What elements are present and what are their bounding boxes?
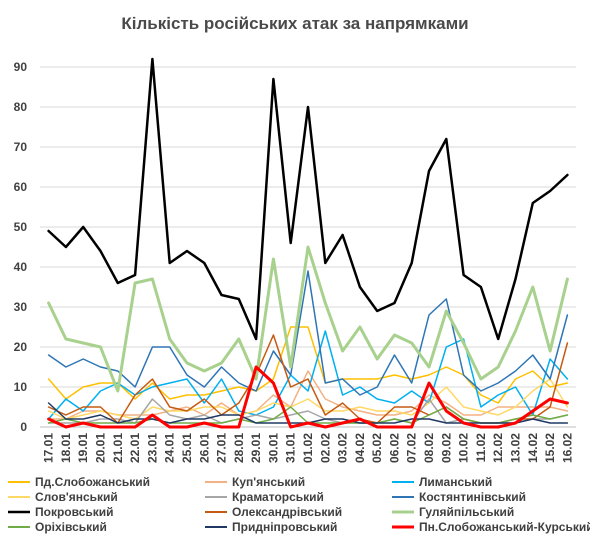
x-tick-label: 15.02 xyxy=(543,433,557,463)
legend-label-5: Костянтинівський xyxy=(419,490,526,504)
x-tick-label: 07.02 xyxy=(405,433,419,463)
x-tick-label: 05.02 xyxy=(370,433,384,463)
x-tick-label: 24.01 xyxy=(163,433,177,463)
y-tick-label: 30 xyxy=(14,300,28,314)
x-tick-label: 13.02 xyxy=(508,433,522,463)
series-line-0 xyxy=(47,326,569,404)
x-tick-label: 14.02 xyxy=(526,433,540,463)
x-tick-label: 01.02 xyxy=(301,433,315,463)
x-tick-label: 29.01 xyxy=(249,433,263,463)
series-lines xyxy=(47,57,569,429)
legend-label-6: Покровський xyxy=(35,505,114,519)
y-tick-label: 80 xyxy=(14,100,28,114)
legend-label-3: Слов'янський xyxy=(35,490,118,504)
x-axis: 17.01 18.01 19.01 20.01 21.01 22.01 23.01 24.01… xyxy=(40,426,576,463)
y-axis: 0 10 20 30 40 50 60 70 80 90 xyxy=(14,60,28,434)
chart-title: Кількість російських атак за напрямками xyxy=(121,14,468,33)
x-tick-label: 21.01 xyxy=(111,433,125,463)
legend-label-0: Пд.Слобожанський xyxy=(35,475,150,489)
x-tick-label: 28.01 xyxy=(232,433,246,463)
x-tick-label: 02.02 xyxy=(318,433,332,463)
series-line-11 xyxy=(47,365,569,429)
legend-label-1: Куп'янський xyxy=(232,475,305,489)
series-line-6 xyxy=(47,57,569,341)
x-tick-label: 16.02 xyxy=(560,433,574,463)
legend-label-11: Пн.Слобожанський-Курський xyxy=(419,520,590,534)
series-line-1 xyxy=(47,370,569,420)
x-tick-label: 04.02 xyxy=(353,433,367,463)
y-tick-label: 40 xyxy=(14,260,28,274)
x-tick-label: 20.01 xyxy=(94,433,108,463)
legend-label-9: Оріхівський xyxy=(35,520,107,534)
x-tick-label: 03.02 xyxy=(336,433,350,463)
x-tick-label: 26.01 xyxy=(197,433,211,463)
x-tick-label: 22.01 xyxy=(128,433,142,463)
x-tick-label: 08.02 xyxy=(422,433,436,463)
y-tick-label: 10 xyxy=(14,380,28,394)
x-tick-label: 19.01 xyxy=(76,433,90,463)
x-tick-label: 30.01 xyxy=(266,433,280,463)
y-tick-label: 70 xyxy=(14,140,28,154)
series-line-8 xyxy=(47,245,569,393)
y-tick-label: 60 xyxy=(14,180,28,194)
legend-label-7: Олександрівський xyxy=(232,505,342,519)
legend-label-8: Гуляйпільський xyxy=(419,505,514,519)
x-tick-label: 12.02 xyxy=(491,433,505,463)
x-tick-label: 11.02 xyxy=(474,433,488,463)
legend-label-4: Краматорський xyxy=(232,490,324,504)
y-tick-label: 0 xyxy=(20,420,27,434)
legend: Пд.Слобожанський Куп'янський Лиманський Сло… xyxy=(8,475,590,534)
x-tick-label: 09.02 xyxy=(439,433,453,463)
y-tick-label: 20 xyxy=(14,340,28,354)
x-tick-label: 17.01 xyxy=(42,433,56,463)
series-line-5 xyxy=(47,270,569,396)
x-tick-label: 06.02 xyxy=(387,433,401,463)
legend-label-2: Лиманський xyxy=(419,475,492,489)
y-tick-label: 90 xyxy=(14,60,28,74)
y-tick-label: 50 xyxy=(14,220,28,234)
x-tick-label: 23.01 xyxy=(145,433,159,463)
x-tick-label: 18.01 xyxy=(59,433,73,463)
x-tick-label: 27.01 xyxy=(215,433,229,463)
x-tick-label: 31.01 xyxy=(284,433,298,463)
x-tick-label: 10.02 xyxy=(457,433,471,463)
legend-label-10: Придніпровський xyxy=(232,520,337,534)
x-tick-label: 25.01 xyxy=(180,433,194,463)
